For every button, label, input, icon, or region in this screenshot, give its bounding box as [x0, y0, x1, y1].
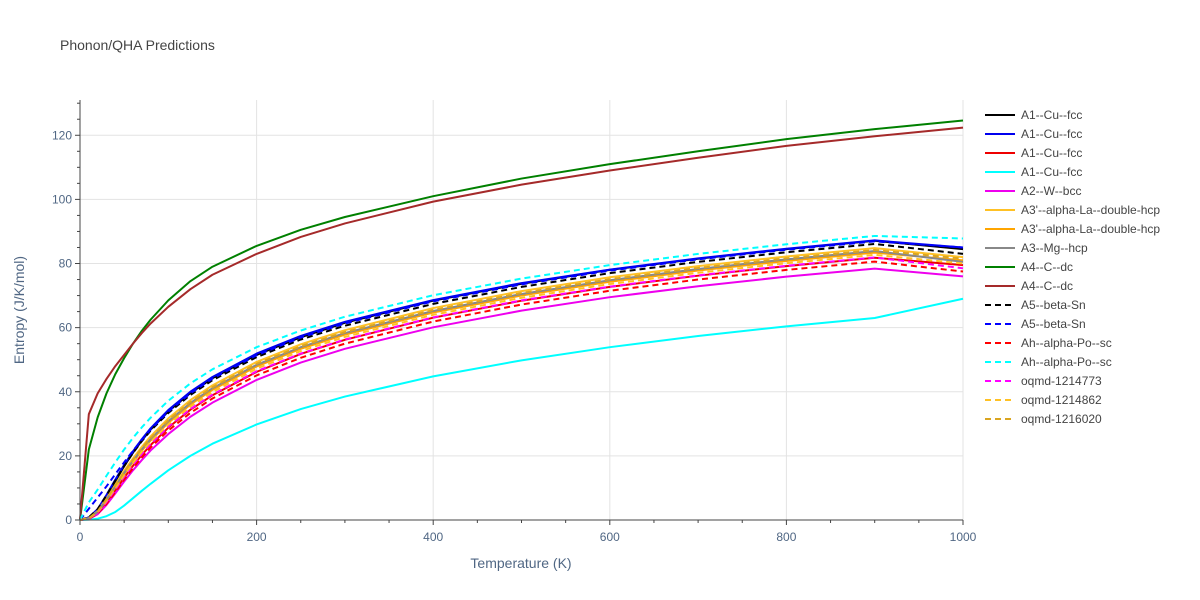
- y-tick-label: 0: [65, 513, 72, 527]
- legend-item[interactable]: A2--W--bcc: [985, 184, 1081, 198]
- legend-item[interactable]: A1--Cu--fcc: [985, 127, 1082, 141]
- legend-label: oqmd-1216020: [1021, 412, 1102, 426]
- legend-label: A3'--alpha-La--double-hcp: [1021, 222, 1160, 236]
- series-line[interactable]: [79, 297, 964, 521]
- legend-item[interactable]: A5--beta-Sn: [985, 298, 1086, 312]
- legend-item[interactable]: A3'--alpha-La--double-hcp: [985, 203, 1160, 217]
- legend-item[interactable]: oqmd-1214862: [985, 393, 1102, 407]
- series-line[interactable]: [79, 267, 964, 521]
- x-tick-label: 800: [776, 530, 796, 544]
- x-tick-label: 1000: [950, 530, 977, 544]
- series-line[interactable]: [79, 260, 964, 521]
- y-tick-label: 80: [59, 257, 73, 271]
- x-tick-label: 600: [600, 530, 620, 544]
- series-line[interactable]: [79, 240, 964, 521]
- legend-item[interactable]: A1--Cu--fcc: [985, 146, 1082, 160]
- legend-item[interactable]: A1--Cu--fcc: [985, 165, 1082, 179]
- series-line[interactable]: [79, 247, 964, 521]
- x-axis-label: Temperature (K): [470, 555, 571, 571]
- legend-label: Ah--alpha-Po--sc: [1021, 355, 1112, 369]
- legend-item[interactable]: A1--Cu--fcc: [985, 108, 1082, 122]
- series-line[interactable]: [79, 239, 964, 521]
- x-tick-label: 400: [423, 530, 443, 544]
- y-tick-label: 40: [59, 385, 73, 399]
- legend-item[interactable]: A4--C--dc: [985, 279, 1073, 293]
- chart-title: Phonon/QHA Predictions: [60, 37, 215, 53]
- legend-label: Ah--alpha-Po--sc: [1021, 336, 1112, 350]
- legend-item[interactable]: A4--C--dc: [985, 260, 1073, 274]
- legend-label: A1--Cu--fcc: [1021, 127, 1082, 141]
- legend-label: A1--Cu--fcc: [1021, 108, 1082, 122]
- legend-label: A2--W--bcc: [1021, 184, 1081, 198]
- series-line[interactable]: [79, 249, 964, 521]
- legend-label: A4--C--dc: [1021, 260, 1073, 274]
- legend-item[interactable]: oqmd-1216020: [985, 412, 1102, 426]
- legend-item[interactable]: A3'--alpha-La--double-hcp: [985, 222, 1160, 236]
- legend-label: A5--beta-Sn: [1021, 317, 1086, 331]
- series-line[interactable]: [79, 242, 964, 521]
- legend-label: A3--Mg--hcp: [1021, 241, 1088, 255]
- legend[interactable]: A1--Cu--fcc A1--Cu--fcc A1--Cu--fcc A1--Cu-…: [985, 108, 1160, 426]
- legend-item[interactable]: A5--beta-Sn: [985, 317, 1086, 331]
- legend-item[interactable]: Ah--alpha-Po--sc: [985, 355, 1112, 369]
- legend-item[interactable]: oqmd-1214773: [985, 374, 1102, 388]
- legend-label: A4--C--dc: [1021, 279, 1073, 293]
- y-axis-label: Entropy (J/K/mol): [11, 256, 27, 364]
- legend-label: A1--Cu--fcc: [1021, 165, 1082, 179]
- series-line[interactable]: [79, 253, 964, 521]
- plot-area: [79, 119, 964, 521]
- legend-label: A3'--alpha-La--double-hcp: [1021, 203, 1160, 217]
- legend-label: A1--Cu--fcc: [1021, 146, 1082, 160]
- series-line[interactable]: [79, 119, 964, 521]
- y-tick-label: 100: [52, 192, 72, 206]
- y-tick-label: 60: [59, 321, 73, 335]
- legend-label: oqmd-1214862: [1021, 393, 1102, 407]
- y-tick-label: 120: [52, 128, 72, 142]
- y-tick-label: 20: [59, 449, 73, 463]
- x-tick-label: 200: [247, 530, 267, 544]
- series-line[interactable]: [79, 234, 964, 521]
- legend-label: oqmd-1214773: [1021, 374, 1102, 388]
- legend-item[interactable]: Ah--alpha-Po--sc: [985, 336, 1112, 350]
- x-tick-label: 0: [77, 530, 84, 544]
- legend-item[interactable]: A3--Mg--hcp: [985, 241, 1088, 255]
- series-line[interactable]: [79, 126, 964, 521]
- legend-label: A5--beta-Sn: [1021, 298, 1086, 312]
- axes: 0 200 400 600 800 1000 0 20 40 60 80 100 120: [52, 100, 977, 544]
